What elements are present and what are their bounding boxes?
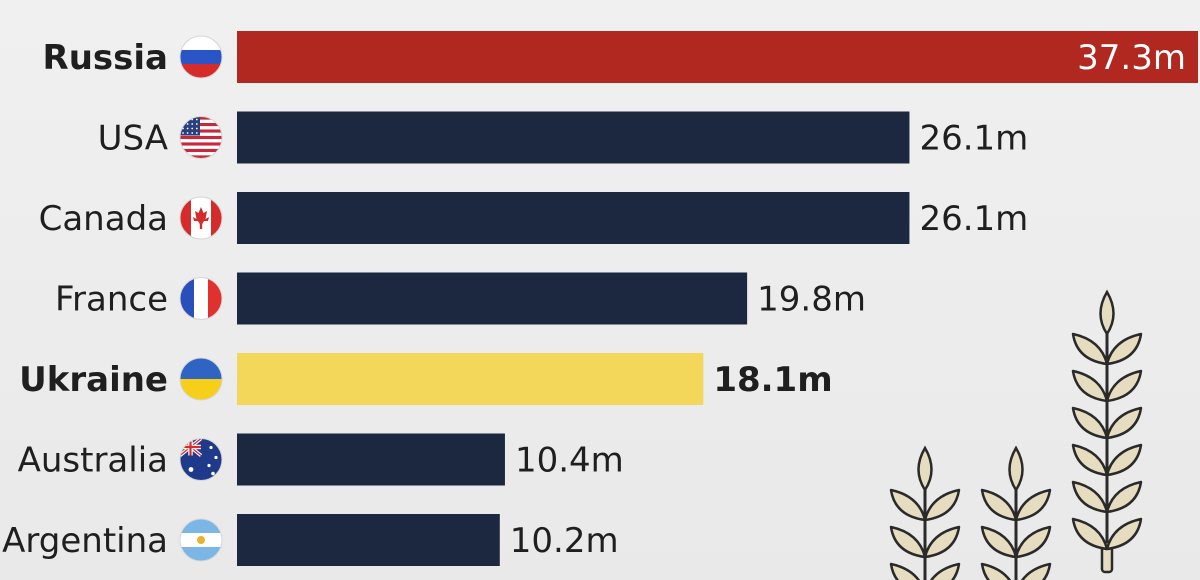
value-label: 10.4m (515, 441, 624, 481)
category-label: Russia (43, 38, 168, 78)
argentina-flag-icon (179, 518, 223, 562)
usa-flag-icon (179, 116, 223, 159)
category-label: France (55, 280, 168, 320)
bar-france (237, 272, 748, 325)
value-label: 18.1m (713, 360, 832, 400)
bar-row: Canada 26.1m (39, 192, 1028, 244)
value-label: 37.3m (1077, 38, 1186, 78)
bar-row: France 19.8m (55, 272, 866, 325)
canada-flag-icon (179, 196, 223, 240)
bar-row: USA 26.1m (98, 111, 1028, 164)
bar-row: Russia 37.3m (43, 31, 1198, 83)
ukraine-flag-icon (179, 357, 223, 401)
wheat-icon (889, 445, 961, 580)
bar-row: Australia 10.4m (18, 433, 624, 486)
category-label: Argentina (2, 521, 168, 561)
russia-flag-icon (179, 35, 223, 79)
value-label: 26.1m (919, 119, 1028, 159)
category-label: USA (98, 119, 168, 159)
wheat-icon (980, 445, 1052, 580)
bar-canada (237, 192, 910, 244)
value-label: 19.8m (757, 280, 866, 320)
value-label: 26.1m (919, 199, 1028, 239)
category-label: Australia (18, 441, 168, 481)
category-label: Ukraine (19, 360, 168, 400)
australia-flag-icon (179, 438, 223, 481)
bar-ukraine (237, 353, 704, 405)
value-label: 10.2m (510, 521, 619, 561)
bar-row: Ukraine 18.1m (19, 353, 833, 405)
bar-argentina (237, 514, 500, 566)
bar-russia (237, 31, 1198, 83)
bar-usa (237, 111, 910, 164)
france-flag-icon (179, 277, 223, 320)
wheat-icon (1071, 289, 1143, 574)
category-label: Canada (39, 199, 168, 239)
bar-row: Argentina 10.2m (2, 514, 619, 566)
bar-australia (237, 433, 505, 486)
